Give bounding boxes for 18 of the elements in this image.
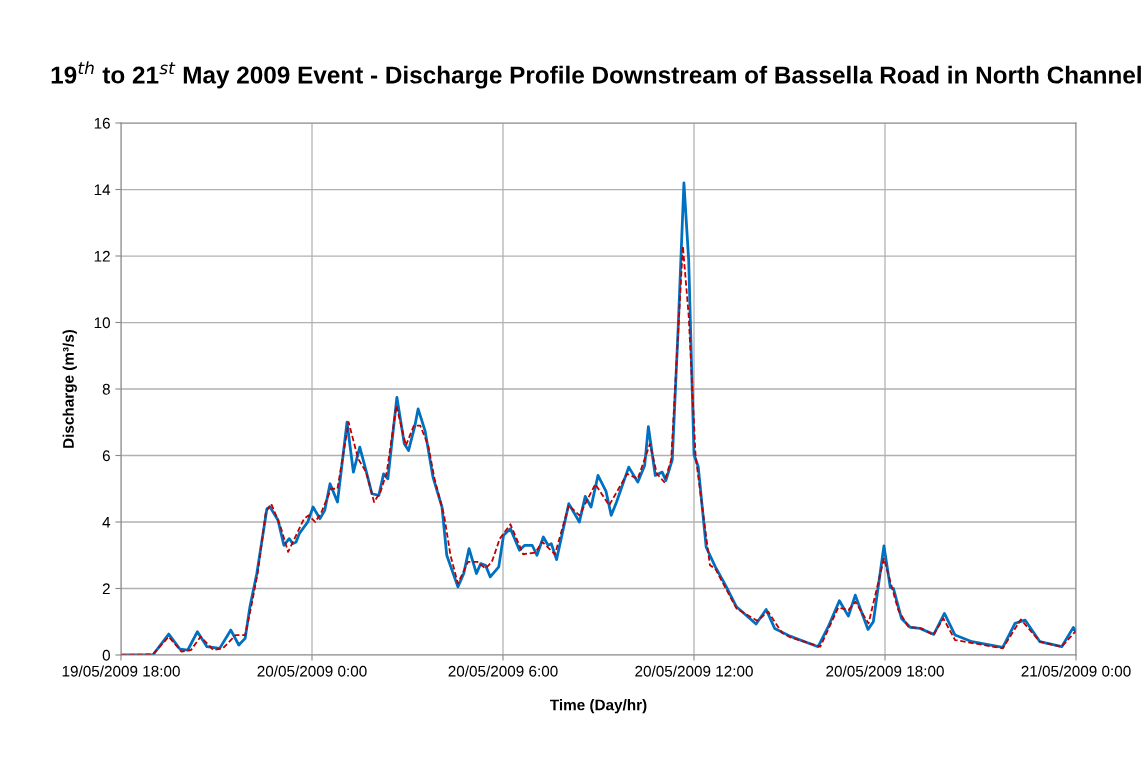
x-tick-label: 21/05/2009 0:00 [1021, 665, 1131, 677]
y-axis-title: Discharge (m³/s) [62, 329, 77, 448]
y-tick-label: 12 [94, 250, 110, 262]
y-tick-label: 14 [94, 184, 111, 196]
x-tick-label: 19/05/2009 18:00 [62, 665, 180, 677]
y-tick-label: 16 [94, 117, 110, 129]
x-tick-label: 20/05/2009 12:00 [635, 665, 753, 677]
y-tick-label: 4 [102, 517, 111, 528]
x-tick-label: 20/05/2009 18:00 [826, 665, 944, 677]
y-tick-label: 6 [102, 450, 110, 462]
y-tick-label: 10 [94, 317, 110, 329]
x-tick-label: 20/05/2009 6:00 [448, 665, 558, 677]
x-axis-title: Time (Day/hr) [549, 699, 647, 714]
y-tick-label: 8 [102, 383, 110, 395]
x-tick-label: 20/05/2009 0:00 [257, 665, 367, 677]
chart-title: 19$^{th}$ to 21$^{st}$ May 2009 Event - Discharge Profile Downstream of Bassella Road in North Channel [51, 61, 1141, 89]
y-tick-label: 0 [102, 649, 110, 661]
y-tick-label: 2 [102, 583, 110, 595]
